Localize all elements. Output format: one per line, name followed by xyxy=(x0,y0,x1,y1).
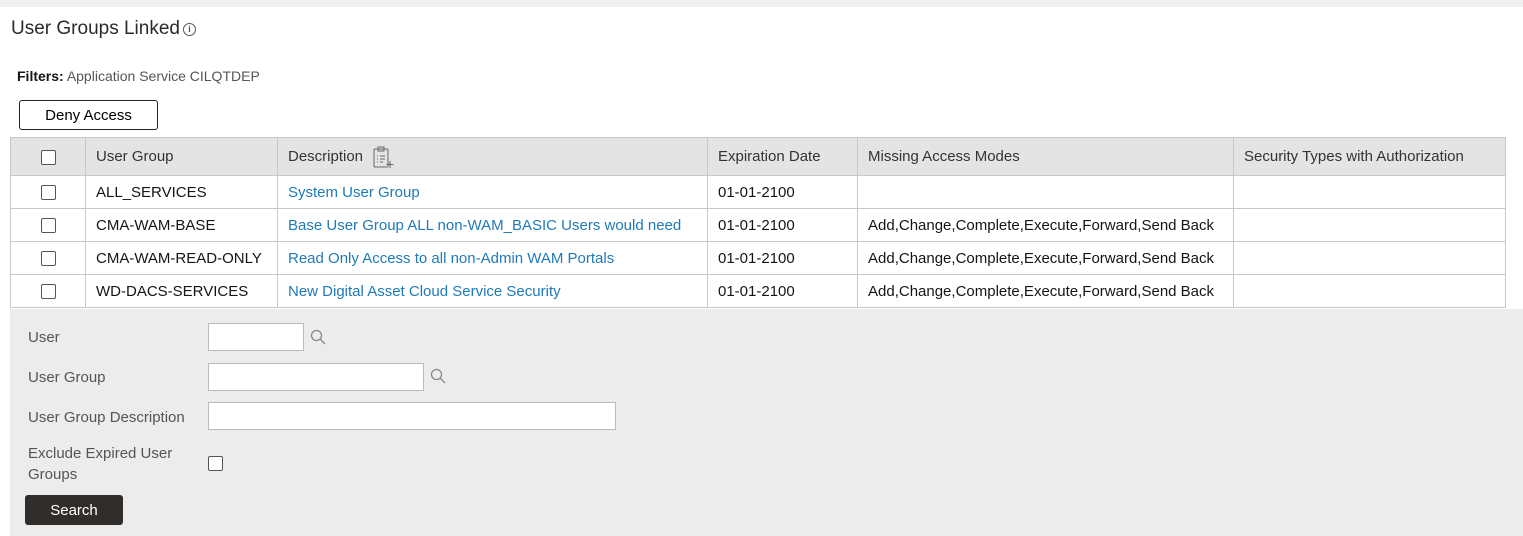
search-icon[interactable] xyxy=(310,329,326,345)
info-icon[interactable]: i xyxy=(182,23,196,36)
missing-modes-cell: Add,Change,Complete,Execute,Forward,Send… xyxy=(857,274,1234,308)
user-group-input[interactable] xyxy=(208,363,424,391)
user-groups-table: User Group Description Expiration Date M… xyxy=(10,137,1506,308)
security-types-cell xyxy=(1233,208,1506,242)
description-link[interactable]: Base User Group ALL non-WAM_BASIC Users … xyxy=(288,216,682,234)
security-types-cell xyxy=(1233,175,1506,209)
missing-modes-cell: Add,Change,Complete,Execute,Forward,Send… xyxy=(857,241,1234,275)
user-group-cell: ALL_SERVICES xyxy=(85,175,278,209)
table-row: WD-DACS-SERVICES New Digital Asset Cloud… xyxy=(10,274,1506,308)
col-user-group[interactable]: User Group xyxy=(85,137,278,176)
table-row: CMA-WAM-READ-ONLY Read Only Access to al… xyxy=(10,241,1506,275)
table-row: ALL_SERVICES System User Group 01-01-210… xyxy=(10,175,1506,209)
expiration-cell: 01-01-2100 xyxy=(707,175,858,209)
description-link[interactable]: New Digital Asset Cloud Service Security xyxy=(288,282,561,300)
search-panel: User User Group User Group Description E… xyxy=(10,309,1523,536)
col-missing-modes[interactable]: Missing Access Modes xyxy=(857,137,1234,176)
user-group-cell: CMA-WAM-BASE xyxy=(85,208,278,242)
expiration-cell: 01-01-2100 xyxy=(707,241,858,275)
row-checkbox[interactable] xyxy=(40,185,56,201)
top-bar xyxy=(0,0,1523,7)
col-security-types[interactable]: Security Types with Authorization xyxy=(1233,137,1506,176)
search-icon[interactable] xyxy=(430,368,446,384)
user-input[interactable] xyxy=(208,323,304,351)
table-row: CMA-WAM-BASE Base User Group ALL non-WAM… xyxy=(10,208,1506,242)
expiration-cell: 01-01-2100 xyxy=(707,274,858,308)
col-expiration[interactable]: Expiration Date xyxy=(707,137,858,176)
col-description[interactable]: Description xyxy=(277,137,708,176)
clipboard-add-icon[interactable] xyxy=(371,145,395,169)
security-types-cell xyxy=(1233,274,1506,308)
missing-modes-cell: Add,Change,Complete,Execute,Forward,Send… xyxy=(857,208,1234,242)
select-all-checkbox[interactable] xyxy=(40,149,56,165)
search-button[interactable]: Search xyxy=(25,495,123,525)
row-checkbox[interactable] xyxy=(40,284,56,300)
user-group-cell: WD-DACS-SERVICES xyxy=(85,274,278,308)
description-link[interactable]: System User Group xyxy=(288,183,420,201)
security-types-cell xyxy=(1233,241,1506,275)
user-group-description-input[interactable] xyxy=(208,402,616,430)
row-checkbox[interactable] xyxy=(40,218,56,234)
row-checkbox[interactable] xyxy=(40,251,56,267)
missing-modes-cell xyxy=(857,175,1234,209)
filters: Filters: Application Service CILQTDEP xyxy=(17,68,260,84)
page-title: User Groups Linked i xyxy=(11,18,196,40)
exclude-expired-checkbox[interactable] xyxy=(208,456,223,471)
deny-access-button[interactable]: Deny Access xyxy=(19,100,158,130)
user-group-cell: CMA-WAM-READ-ONLY xyxy=(85,241,278,275)
description-link[interactable]: Read Only Access to all non-Admin WAM Po… xyxy=(288,249,615,267)
expiration-cell: 01-01-2100 xyxy=(707,208,858,242)
